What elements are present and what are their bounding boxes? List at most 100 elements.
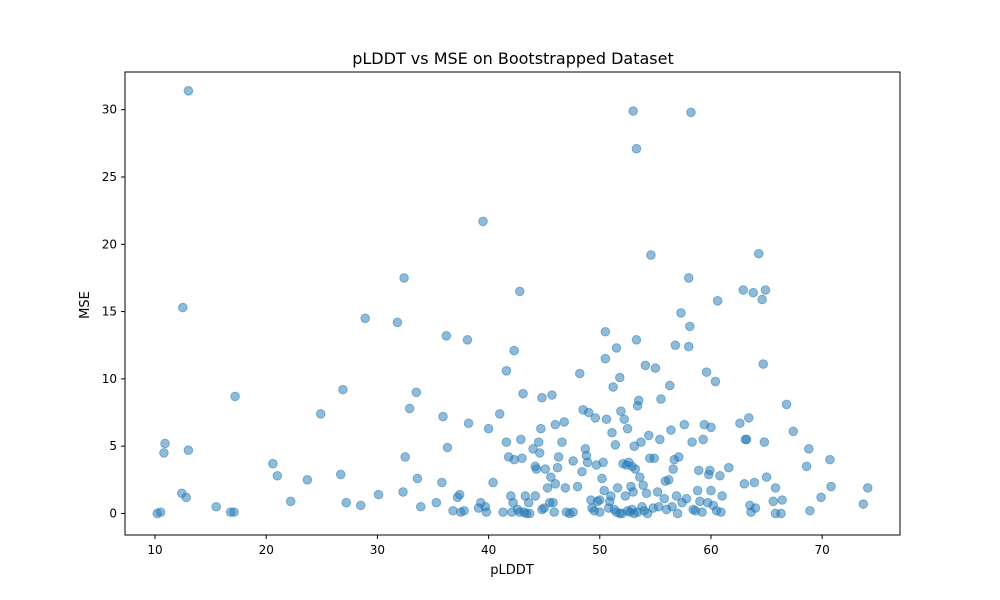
- data-point: [552, 462, 563, 473]
- data-point: [646, 250, 656, 260]
- data-point: [655, 434, 665, 445]
- data-point: [640, 360, 651, 371]
- data-point: [649, 453, 660, 464]
- data-point: [643, 430, 654, 441]
- data-point: [681, 493, 692, 504]
- data-point: [788, 426, 799, 437]
- data-point: [178, 302, 188, 313]
- data-point: [758, 359, 769, 369]
- y-tick-label: 15: [102, 305, 117, 319]
- data-point: [668, 464, 678, 474]
- data-point: [498, 507, 508, 517]
- data-point: [628, 487, 638, 497]
- data-point: [335, 469, 346, 480]
- data-point: [693, 465, 704, 476]
- data-point: [687, 437, 697, 447]
- data-point: [716, 507, 726, 517]
- data-point: [577, 466, 587, 477]
- data-point: [739, 479, 750, 489]
- data-point: [583, 407, 594, 418]
- data-point: [462, 335, 473, 345]
- data-point: [183, 86, 194, 96]
- data-point: [542, 483, 553, 493]
- data-point: [858, 499, 869, 509]
- data-point: [594, 507, 605, 517]
- data-point: [750, 503, 761, 513]
- data-point: [738, 285, 749, 295]
- data-point: [590, 413, 601, 423]
- data-point: [652, 487, 663, 497]
- data-point: [683, 341, 694, 352]
- data-point: [557, 437, 567, 447]
- data-point: [568, 456, 578, 466]
- data-point: [518, 388, 528, 399]
- data-point: [612, 483, 623, 493]
- data-point: [607, 427, 617, 438]
- data-point: [441, 331, 452, 341]
- data-point: [550, 419, 561, 430]
- data-point: [608, 382, 618, 392]
- data-point: [230, 391, 240, 402]
- data-point: [656, 394, 666, 404]
- data-point: [546, 472, 556, 482]
- data-point: [404, 403, 415, 414]
- x-tick-label: 40: [481, 543, 496, 557]
- data-point: [415, 501, 426, 512]
- data-point: [619, 414, 630, 425]
- data-point: [181, 492, 191, 503]
- data-point: [768, 496, 779, 507]
- data-point: [616, 406, 626, 416]
- data-point: [559, 417, 570, 427]
- data-point: [826, 481, 836, 492]
- x-tick-label: 50: [592, 543, 607, 557]
- data-point: [611, 343, 622, 353]
- data-point: [665, 380, 675, 391]
- x-tick-label: 60: [703, 543, 718, 557]
- data-point: [516, 434, 526, 445]
- data-point: [753, 248, 764, 259]
- data-point: [599, 485, 610, 496]
- data-point: [760, 285, 771, 295]
- data-point: [537, 392, 547, 403]
- data-point: [315, 409, 326, 419]
- data-point: [748, 287, 759, 298]
- data-point: [804, 444, 814, 454]
- data-point: [715, 470, 725, 481]
- data-point: [594, 495, 605, 505]
- data-point: [600, 353, 611, 364]
- data-point: [735, 418, 745, 429]
- data-point: [636, 437, 646, 447]
- data-point: [600, 326, 611, 337]
- data-point: [431, 497, 442, 508]
- data-point: [743, 413, 754, 423]
- data-point: [697, 507, 707, 517]
- data-point: [459, 505, 469, 516]
- x-tick-label: 30: [370, 543, 385, 557]
- data-point: [673, 452, 684, 462]
- data-point: [572, 481, 583, 492]
- data-point: [411, 387, 422, 398]
- data-point: [540, 464, 551, 474]
- data-point: [631, 143, 642, 154]
- data-point: [641, 488, 652, 499]
- data-point: [483, 423, 494, 434]
- plot-frame: [124, 71, 901, 536]
- data-point: [183, 445, 194, 456]
- data-point: [801, 461, 812, 472]
- data-point: [862, 483, 873, 493]
- data-point: [412, 473, 423, 484]
- x-tick-label: 70: [815, 543, 830, 557]
- y-tick-label: 10: [102, 372, 117, 386]
- y-tick-label: 25: [102, 170, 117, 184]
- data-point: [683, 273, 694, 283]
- data-point: [622, 423, 633, 434]
- data-point: [712, 296, 723, 306]
- data-point: [517, 453, 527, 464]
- data-point: [635, 472, 645, 482]
- data-point: [338, 384, 348, 395]
- x-tick-label: 20: [259, 543, 274, 557]
- data-point: [597, 473, 607, 484]
- data-point: [548, 497, 558, 508]
- y-tick-label: 0: [109, 506, 117, 520]
- data-point: [302, 475, 313, 485]
